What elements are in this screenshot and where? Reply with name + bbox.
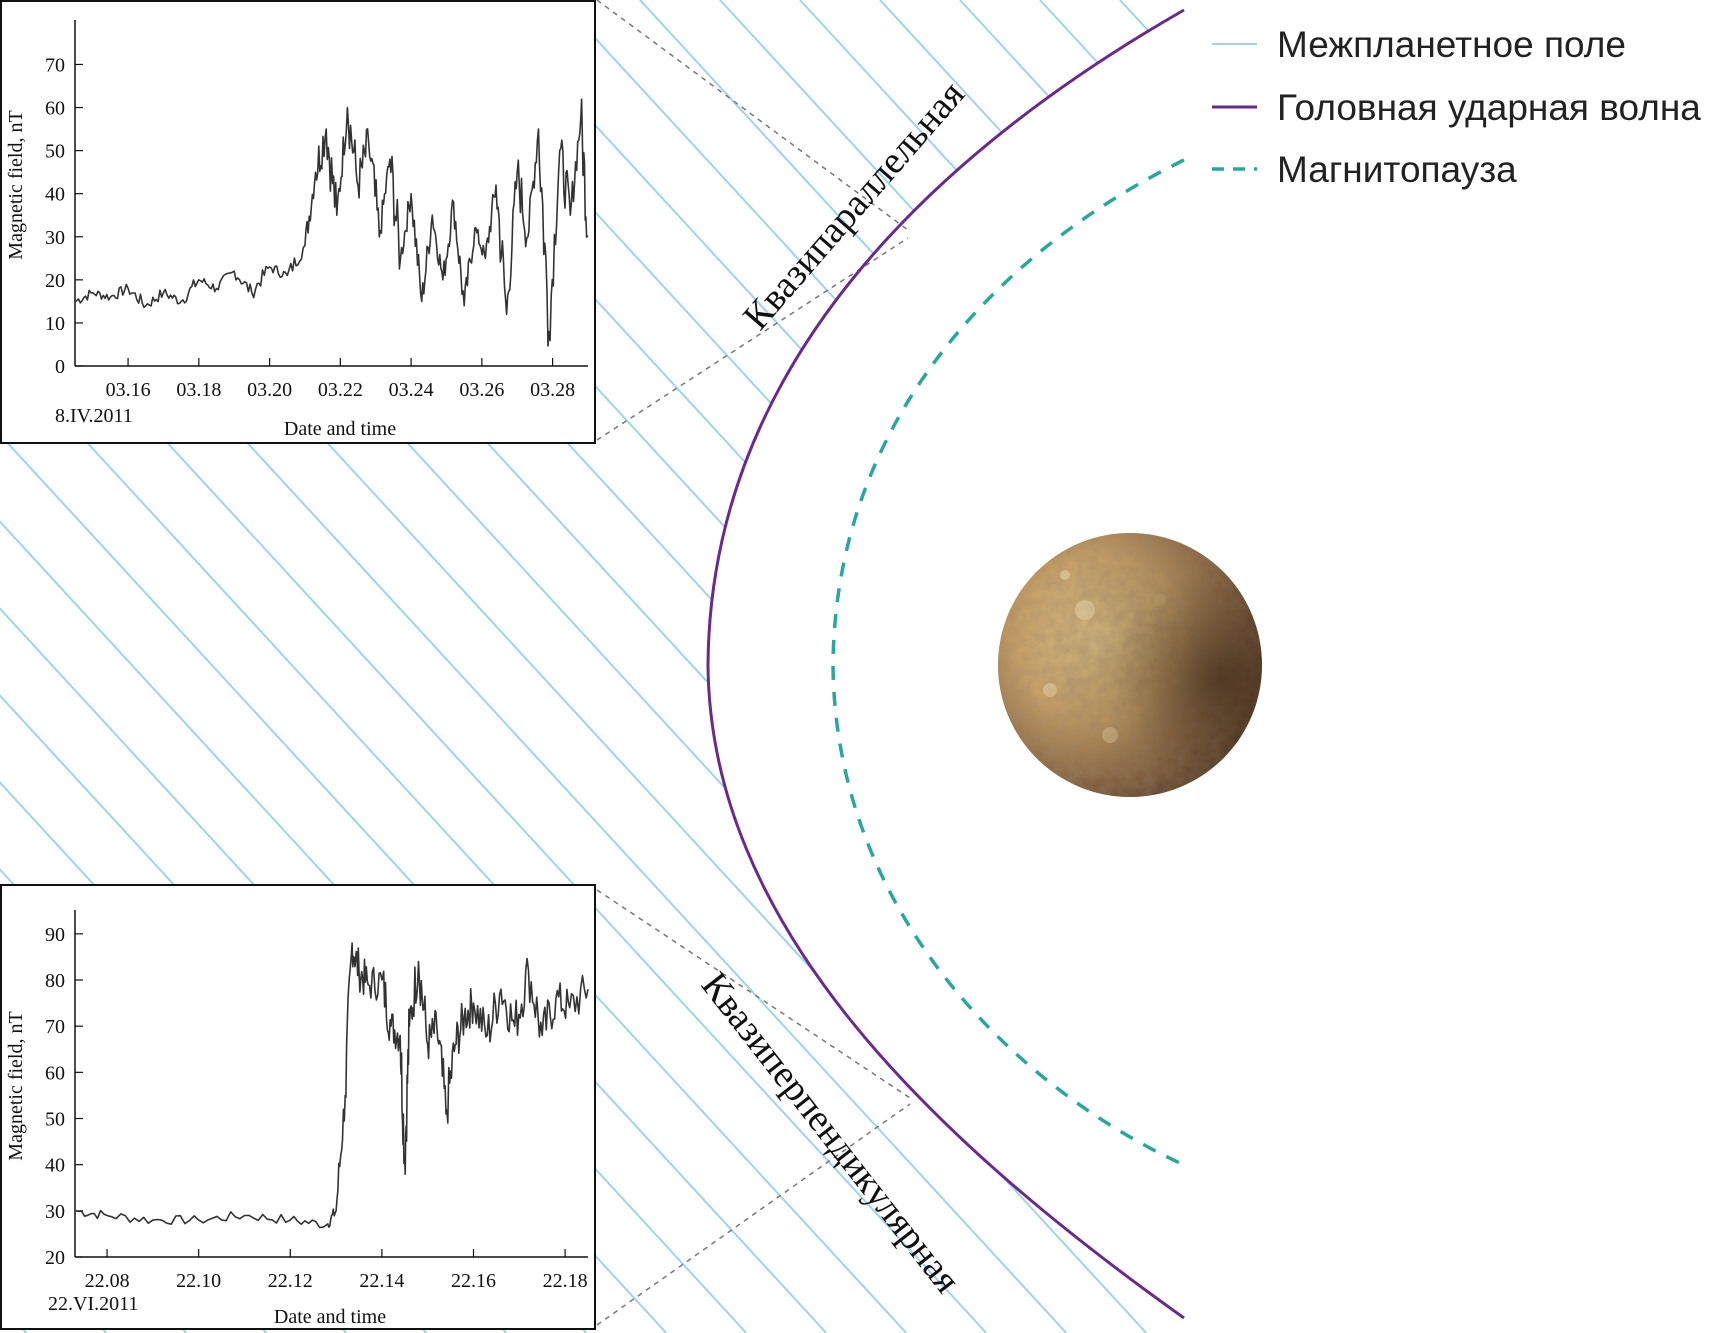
- legend-label-shock: Головная ударная волна: [1277, 87, 1701, 128]
- chart-ylabel: Magnetic field, nT: [5, 1011, 27, 1160]
- field-line: [639, 0, 1182, 591]
- y-tick-label: 70: [45, 1016, 65, 1038]
- y-tick-label: 60: [45, 98, 65, 120]
- chart-xlabel: Date and time: [274, 1306, 386, 1328]
- chart-ylabel: Magnetic field, nT: [5, 110, 27, 259]
- legend: Межпланетное поле Головная ударная волна…: [1212, 24, 1701, 190]
- chart-date-label: 22.VI.2011: [48, 1293, 138, 1315]
- chart-frame: [0, 0, 596, 444]
- field-line: [0, 433, 828, 1333]
- y-tick-label: 40: [45, 184, 65, 206]
- field-line: [1600, 0, 1721, 1333]
- y-tick-label: 0: [55, 356, 65, 378]
- y-tick-label: 50: [45, 141, 65, 163]
- magnetic-field-chart-june: 20 30 40 50 60 70 80 90 22.08 22.10 22.12 22.14 22.1…: [0, 884, 596, 1330]
- y-tick-label: 30: [45, 1201, 65, 1223]
- chart-date-label: 8.IV.2011: [55, 405, 133, 427]
- field-line: [0, 259, 988, 1333]
- y-tick-label: 50: [45, 1109, 65, 1131]
- x-tick-label: 03.22: [318, 379, 363, 401]
- legend-label-magnetopause: Магнитопауза: [1277, 149, 1517, 190]
- x-tick-label: 03.16: [106, 379, 151, 401]
- x-tick-label: 03.18: [176, 379, 221, 401]
- chart-xlabel: Date and time: [284, 418, 396, 440]
- x-tick-label: 22.14: [359, 1270, 404, 1292]
- magnetic-field-chart-april: 0 10 20 30 40 50 60 70 03.16 03.18 03.20 03.22 03.24…: [0, 0, 596, 444]
- y-tick-label: 20: [45, 270, 65, 292]
- y-tick-label: 90: [45, 924, 65, 946]
- y-tick-label: 40: [45, 1155, 65, 1177]
- inset-connector-lines: [596, 0, 911, 1326]
- field-line: [0, 346, 908, 1333]
- y-tick-label: 80: [45, 970, 65, 992]
- field-line: [1520, 0, 1721, 1333]
- x-tick-label: 22.12: [268, 1270, 313, 1292]
- connector-top-upper: [596, 0, 909, 231]
- connector-top-lower: [596, 237, 909, 441]
- x-tick-label: 22.08: [85, 1270, 130, 1292]
- y-tick-label: 10: [45, 313, 65, 335]
- legend-label-field: Межпланетное поле: [1277, 24, 1626, 65]
- magnetosheath-region: [708, 11, 1182, 1317]
- connector-bottom-lower: [596, 1103, 911, 1326]
- field-line: [1440, 0, 1721, 1333]
- connector-bottom-upper: [596, 889, 911, 1099]
- field-line: [1280, 0, 1721, 1333]
- x-tick-label: 03.26: [459, 379, 504, 401]
- y-tick-label: 70: [45, 54, 65, 76]
- y-tick-label: 60: [45, 1062, 65, 1084]
- mercury-planet-icon: [998, 533, 1262, 797]
- field-line: [1360, 0, 1721, 1333]
- chart-frame: [0, 884, 596, 1330]
- x-tick-label: 22.16: [451, 1270, 496, 1292]
- field-line: [1200, 0, 1721, 1333]
- series-line: [74, 942, 589, 1229]
- y-tick-label: 30: [45, 227, 65, 249]
- x-tick-label: 03.28: [530, 379, 575, 401]
- field-line: [1680, 0, 1721, 1333]
- y-tick-label: 20: [45, 1247, 65, 1269]
- magnetopause-curve: [831, 158, 1185, 1167]
- x-tick-label: 22.10: [176, 1270, 221, 1292]
- bow-shock-curve: [706, 8, 1185, 1320]
- series-line: [74, 98, 589, 347]
- x-tick-label: 03.24: [389, 379, 434, 401]
- x-tick-label: 22.18: [543, 1270, 588, 1292]
- x-tick-label: 03.20: [247, 379, 292, 401]
